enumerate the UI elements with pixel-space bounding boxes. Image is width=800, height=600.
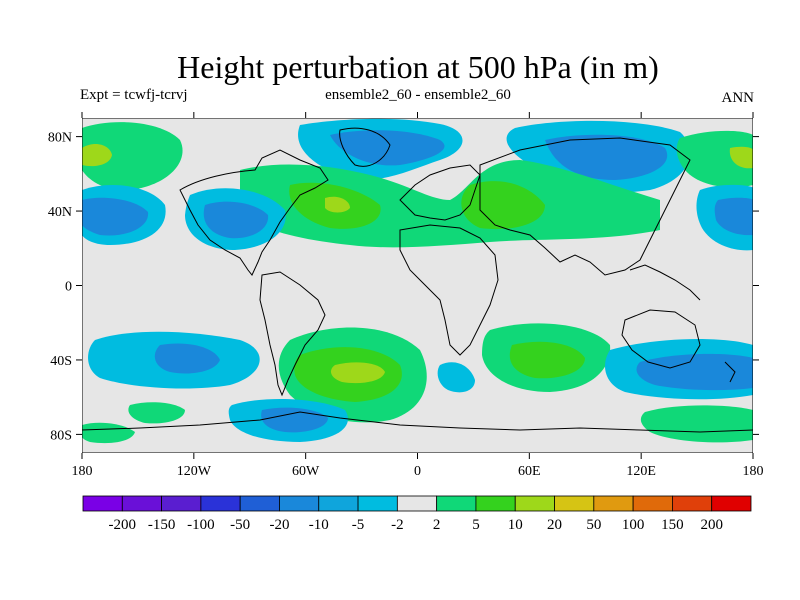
- colorbar-label: 20: [547, 517, 562, 533]
- map-axes: 80N 40N 0 40S 80S 180 120W 60W 0 60E 120E 180: [48, 112, 764, 479]
- lat-tick-label: 80S: [50, 428, 72, 443]
- colorbar-box: [672, 495, 713, 512]
- lon-tick-label: 120E: [626, 464, 656, 479]
- coastline-antarctica: [82, 411, 753, 433]
- contour-blue-north-pacific: [82, 197, 149, 236]
- colorbar-box: [632, 495, 673, 512]
- map-panel: [82, 118, 753, 453]
- colorbar-box: [121, 495, 162, 512]
- colorbar-box: [475, 495, 516, 512]
- lat-tick-label: 40N: [48, 205, 72, 220]
- colorbar-labels: -200 -150 -100 -50 -20 -10 -5 -2 2 5 10 20 50 100 150 2…: [109, 517, 723, 533]
- coastline-africa: [399, 224, 499, 356]
- coastline-new-zealand: [724, 361, 736, 383]
- experiment-label: Expt = tcwfj-tcrvj: [80, 87, 188, 103]
- colorbar-label: -50: [230, 517, 250, 533]
- colorbar-label: -20: [269, 517, 289, 533]
- contour-blue-south-pacific: [154, 343, 220, 374]
- colorbar-label: 10: [508, 517, 523, 533]
- colorbar-label: 100: [622, 517, 645, 533]
- coastline-south-america: [259, 271, 326, 397]
- ensemble-label: ensemble2_60 - ensemble2_60: [325, 87, 511, 103]
- coastline-asia: [479, 137, 691, 276]
- lat-tick-label: 80N: [48, 131, 72, 146]
- colorbar-box: [554, 495, 595, 512]
- colorbar-label: 2: [433, 517, 441, 533]
- coastlines: [82, 127, 753, 433]
- colorbar-label: -150: [148, 517, 176, 533]
- colorbar-box: [357, 495, 398, 512]
- contour-blue-siberia: [545, 134, 668, 180]
- colorbar-label: -10: [309, 517, 329, 533]
- colorbar-box: [161, 495, 202, 512]
- colorbar-label: -2: [391, 517, 404, 533]
- colorbar-box: [318, 495, 359, 512]
- colorbar-box: [436, 495, 477, 512]
- lat-tick-label: 40S: [50, 354, 72, 369]
- colorbar: -200 -150 -100 -50 -20 -10 -5 -2 2 5 10 20 50 100 150 2…: [82, 495, 752, 533]
- colorbar-boxes: [82, 495, 752, 512]
- colorbar-label: 5: [472, 517, 480, 533]
- colorbar-label: 150: [661, 517, 684, 533]
- contour-yellow-arctic-edge-left: [82, 144, 112, 167]
- contour-green-eurasia-core: [461, 181, 545, 230]
- lon-tick-label: 60E: [518, 464, 541, 479]
- contour-yellow-arctic-edge-right: [729, 146, 753, 169]
- plot-title: Height perturbation at 500 hPa (in m): [177, 49, 659, 85]
- coastline-greenland: [339, 127, 391, 167]
- contour-blue-australia-south: [636, 353, 753, 391]
- lon-tick-label: 180: [743, 464, 764, 479]
- contour-green-indian-core: [509, 341, 585, 379]
- lat-tick-label: 0: [65, 280, 72, 295]
- colorbar-label: -5: [352, 517, 365, 533]
- colorbar-box: [239, 495, 280, 512]
- colorbar-label: -100: [187, 517, 215, 533]
- colorbar-box: [711, 495, 752, 512]
- colorbar-box: [279, 495, 320, 512]
- colorbar-box: [82, 495, 123, 512]
- season-label: ANN: [722, 90, 755, 106]
- contour-green-antarctica-right: [640, 405, 753, 443]
- colorbar-label: -200: [109, 517, 137, 533]
- contour-green-arctic-edge-right: [676, 130, 753, 188]
- colorbar-box: [514, 495, 555, 512]
- contour-green-antarctica-bottom-left: [82, 422, 135, 444]
- contour-blue-north-pacific-east: [714, 197, 753, 236]
- colorbar-box: [200, 495, 241, 512]
- coastline-maritime-continent: [629, 264, 701, 301]
- colorbar-label: 200: [700, 517, 723, 533]
- lon-tick-label: 60W: [292, 464, 320, 479]
- contour-green-antarctica-pacific: [128, 402, 185, 424]
- contour-green-arctic-edge-left: [82, 122, 183, 191]
- contour-yellow-atlantic: [325, 196, 350, 213]
- latitude-ticks: 80N 40N 0 40S 80S: [48, 131, 759, 443]
- coastline-australia: [621, 309, 701, 369]
- lon-tick-label: 0: [414, 464, 421, 479]
- longitude-ticks: 180 120W 60W 0 60E 120E 180: [72, 112, 764, 479]
- contour-yellow-south-atlantic: [330, 362, 385, 384]
- contour-blue-north-america: [203, 201, 269, 239]
- lon-tick-label: 120W: [177, 464, 212, 479]
- lon-tick-label: 180: [72, 464, 93, 479]
- colorbar-box: [593, 495, 634, 512]
- colorbar-box: [396, 495, 438, 512]
- coastline-europe: [399, 164, 481, 221]
- contour-blue-arctic-west: [330, 130, 445, 166]
- contour-cyan-south-africa: [437, 362, 475, 393]
- coastline-north-america: [179, 149, 329, 276]
- contour-fills: [82, 118, 753, 444]
- colorbar-label: 50: [586, 517, 601, 533]
